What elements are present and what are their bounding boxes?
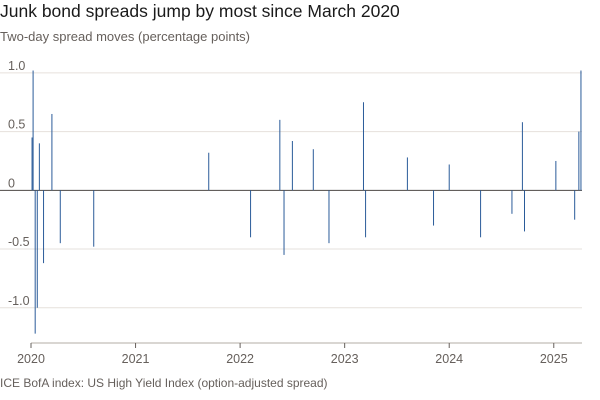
chart-source: ICE BofA index: US High Yield Index (opt… — [0, 376, 328, 390]
x-tick-label: 2023 — [331, 352, 359, 366]
chart-subtitle: Two-day spread moves (percentage points) — [0, 29, 251, 44]
x-tick-label: 2022 — [226, 352, 254, 366]
x-tick-label: 2025 — [540, 352, 568, 366]
y-tick-label: 0.5 — [8, 118, 25, 132]
y-tick-label: -1.0 — [8, 294, 30, 308]
x-tick-label: 2024 — [435, 352, 463, 366]
y-tick-label: 0 — [8, 176, 15, 190]
x-tick-label: 2021 — [122, 352, 150, 366]
y-tick-label: -0.5 — [8, 235, 30, 249]
y-tick-label: 1.0 — [8, 59, 25, 73]
x-tick-label: 2020 — [17, 352, 45, 366]
chart-title: Junk bond spreads jump by most since Mar… — [0, 1, 400, 21]
